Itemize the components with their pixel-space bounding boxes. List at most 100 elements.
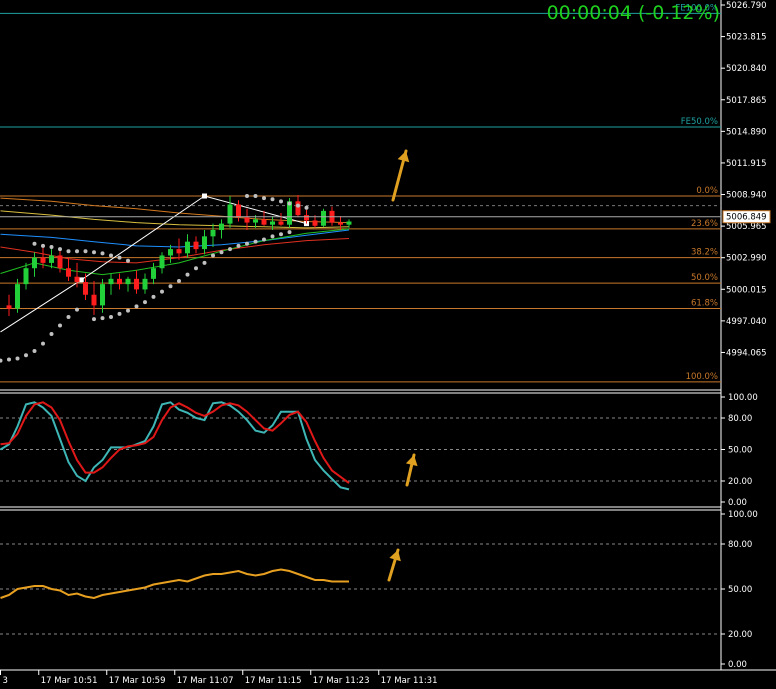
candle-body — [66, 268, 71, 277]
candle-body — [261, 219, 267, 225]
price-panel: FE100.0% FE50.0% 0.0% 23.6% 38.2% 50.0% 61.8% 1… — [0, 3, 721, 383]
sar-dot — [245, 194, 249, 199]
sar-dot — [66, 249, 71, 254]
candle-body — [227, 204, 233, 224]
candle-body — [134, 278, 139, 290]
sar-dot — [75, 249, 79, 254]
sar-dot — [245, 241, 249, 246]
sar-dot — [279, 199, 283, 204]
candle-body — [57, 255, 63, 269]
oscillator-tick-label: 50.00 — [728, 446, 752, 456]
candle-body — [83, 282, 88, 295]
oscillator-tick-label: 20.00 — [728, 630, 752, 640]
candle-body — [193, 241, 199, 250]
sar-dot — [109, 315, 113, 320]
sar-dot — [49, 244, 54, 249]
zigzag-line — [0, 195, 307, 333]
oscillator-tick-label: 20.00 — [728, 477, 752, 487]
sar-dot — [126, 308, 130, 313]
oscillator-tick-label: 100.00 — [728, 393, 758, 403]
candle-body — [270, 221, 275, 225]
sar-dot — [134, 304, 139, 309]
fe-level-label: FE100.0% — [675, 3, 718, 13]
stochastic-panel — [0, 401, 721, 491]
sar-dot — [236, 243, 241, 248]
price-tick-label: 5000.015 — [726, 285, 767, 295]
zigzag-node — [202, 193, 207, 199]
candle-body — [346, 221, 352, 225]
time-tick-label: 17 Mar 10:59 — [109, 676, 166, 686]
sar-dot — [177, 278, 181, 283]
candle-body — [295, 201, 301, 216]
fib-level-label: 100.0% — [686, 372, 718, 382]
candle-body — [125, 278, 131, 285]
candle-body — [15, 284, 20, 309]
countdown-timer: 00:00:04 (-0.12%) — [546, 2, 720, 24]
price-tick-label: 5026.790 — [726, 1, 767, 11]
up-arrow-annotation — [387, 548, 401, 582]
oscillator-tick-label: 80.00 — [728, 540, 752, 550]
candle-body — [49, 255, 54, 263]
sar-dot — [143, 300, 147, 305]
candle-body — [287, 201, 292, 225]
candle-body — [304, 215, 309, 221]
candle-body — [321, 210, 326, 226]
sar-dot — [100, 316, 105, 321]
sar-dot — [287, 201, 292, 206]
candle-body — [185, 241, 190, 254]
oscillator-tick-label: 0.00 — [728, 498, 747, 508]
candle-body — [176, 249, 182, 254]
rsi-panel — [0, 543, 721, 635]
sar-dot — [228, 247, 232, 252]
candle-body — [338, 222, 343, 225]
price-tick-label: 5017.865 — [726, 96, 767, 106]
oscillator-tick-label: 0.00 — [728, 660, 747, 670]
sar-dot — [253, 239, 258, 244]
sar-dot — [287, 230, 292, 235]
sar-dot — [7, 357, 11, 362]
price-tick-label: 5011.915 — [726, 159, 767, 169]
sar-dot — [58, 247, 62, 252]
sar-dot — [83, 249, 88, 254]
sar-dot — [117, 311, 122, 316]
fib-level-label: 38.2% — [691, 248, 718, 258]
current-price-label: 5006.849 — [726, 213, 767, 223]
candle-body — [40, 257, 46, 263]
sar-dot — [126, 258, 130, 263]
arrow-head — [405, 455, 418, 467]
candle-body — [23, 268, 29, 285]
oscillator-tick-label: 50.00 — [728, 585, 752, 595]
candle-body — [74, 276, 80, 283]
time-tick-label: 17 Mar 10:51 — [41, 676, 98, 686]
fib-level-label: 23.6% — [691, 219, 718, 229]
price-axis: 5026.790 5023.815 5020.840 5017.865 5014.890… — [721, 1, 771, 670]
sar-dot — [32, 349, 37, 354]
sar-dot — [168, 284, 173, 289]
sar-dot — [253, 194, 258, 199]
sar-dot — [0, 358, 3, 363]
current-price-box — [722, 210, 771, 224]
sar-dot — [32, 241, 37, 246]
candle-body — [253, 219, 258, 223]
candle-body — [236, 204, 241, 218]
sar-dot — [270, 234, 275, 239]
oscillator-tick-label: 100.00 — [728, 510, 758, 520]
price-tick-label: 5008.940 — [726, 191, 767, 201]
candle-body — [219, 223, 224, 230]
sar-dot — [296, 203, 300, 208]
price-tick-label: 4994.065 — [726, 348, 767, 358]
sar-dot — [202, 260, 207, 265]
time-tick-label: 3 — [3, 676, 8, 686]
candle-body — [91, 294, 97, 306]
sar-dot — [219, 250, 224, 255]
candle-body — [100, 284, 105, 306]
sar-dot — [160, 289, 164, 294]
price-tick-label: 5023.815 — [726, 33, 767, 43]
time-tick-label: 17 Mar 11:15 — [245, 676, 302, 686]
candle-body — [159, 255, 165, 269]
time-axis: 3 17 Mar 10:51 17 Mar 10:59 17 Mar 11:07 17 … — [0, 670, 438, 686]
candle-body — [151, 268, 156, 279]
up-arrow-annotation — [405, 453, 418, 487]
rsi-rsi-line — [0, 568, 349, 600]
